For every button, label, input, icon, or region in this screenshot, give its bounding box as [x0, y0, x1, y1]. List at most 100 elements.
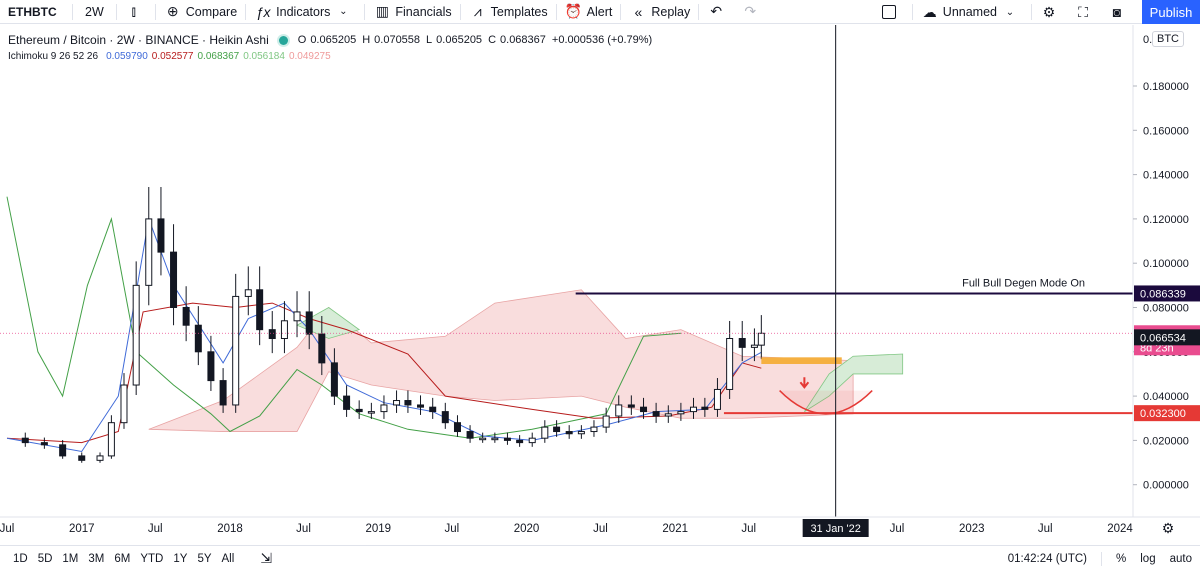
candle-body: [194, 324, 202, 353]
divider: [154, 3, 156, 20]
annotations: Full Bull Degen Mode On: [0, 25, 1133, 517]
interval-button[interactable]: 2W: [85, 4, 104, 19]
settings-button[interactable]: ⚙: [1034, 0, 1068, 24]
range-button-3m[interactable]: 3M: [88, 552, 105, 565]
price-chart[interactable]: Full Bull Degen Mode On 0.000000 0.020000…: [0, 25, 1200, 545]
time-tick-label: Jul: [1038, 523, 1053, 535]
candle-body: [40, 442, 48, 446]
range-button-5y[interactable]: 5Y: [197, 552, 212, 565]
range-button-1m[interactable]: 1M: [62, 552, 79, 565]
price-label-text: 0.066534: [1140, 332, 1186, 344]
plus-circle-icon: ⊕: [166, 3, 179, 19]
candle-body: [627, 404, 635, 408]
financials-label: Financials: [395, 4, 452, 19]
indicators-button[interactable]: ƒx Indicators ⌄: [248, 0, 362, 24]
time-tick-label: Jul: [741, 523, 756, 535]
ichimoku-tenkan-value: 0.059790: [106, 51, 148, 62]
candle-body: [207, 351, 215, 382]
financials-button[interactable]: ▥ Financials: [367, 0, 457, 24]
gear-icon: ⚙: [1162, 520, 1175, 536]
replay-button[interactable]: « Replay: [623, 0, 696, 24]
date-range-icon[interactable]: ⇲: [260, 550, 273, 566]
symbol-search[interactable]: ETHBTC: [8, 4, 57, 19]
candle-body: [466, 431, 474, 439]
chart-legend: Ethereum / Bitcoin · 2W · BINANCE · Heik…: [8, 33, 652, 47]
candle-body: [652, 411, 660, 417]
range-button-1y[interactable]: 1Y: [173, 552, 188, 565]
log-toggle[interactable]: log: [1140, 553, 1156, 565]
chevron-down-icon: ⌄: [1005, 6, 1015, 18]
candle-body: [541, 426, 549, 439]
chart-type-button[interactable]: ⫾: [119, 0, 153, 24]
divider: [911, 4, 913, 20]
candle-body: [380, 404, 388, 413]
candle-body: [170, 251, 178, 308]
percent-toggle[interactable]: %: [1116, 553, 1127, 565]
right-tools: ☁ Unnamed ⌄ ⚙ ⛶ ◙: [881, 0, 1136, 24]
divider: [364, 3, 366, 20]
candle-body: [367, 411, 375, 414]
gear-icon: ⚙: [1042, 3, 1056, 20]
top-toolbar: ETHBTC 2W ⫾ ⊕ Compare ƒx Indicators ⌄ ▥ Fina…: [0, 0, 1200, 24]
price-tick-label: 0.160000: [1143, 125, 1189, 137]
fullscreen-square-icon[interactable]: [881, 5, 896, 19]
candle-body: [330, 362, 338, 397]
replay-label: Replay: [651, 4, 691, 19]
time-tick-label: Jul: [593, 523, 608, 535]
function-icon: ƒx: [255, 3, 271, 20]
range-button-5d[interactable]: 5D: [37, 552, 53, 565]
candle-body: [318, 333, 326, 364]
fullscreen-icon: ⛶: [1078, 3, 1088, 20]
ichimoku-label[interactable]: Ichimoku 9 26 52 26: [8, 51, 99, 62]
divider: [1031, 4, 1032, 20]
currency-badge[interactable]: BTC: [1152, 31, 1184, 47]
divider: [459, 3, 461, 20]
candle-body: [120, 384, 128, 424]
ichimoku-span-a-value: 0.056184: [243, 51, 285, 62]
candle-body: [429, 406, 437, 413]
price-tick-label: 0.120000: [1143, 214, 1189, 226]
divider: [1101, 552, 1103, 566]
rewind-icon: «: [634, 3, 643, 20]
fullscreen-button[interactable]: ⛶: [1068, 0, 1102, 24]
price-label-badge: [1134, 285, 1200, 302]
candle-body: [590, 426, 598, 433]
ohlc-low: 0.065205: [436, 34, 483, 46]
range-button-ytd[interactable]: YTD: [140, 552, 164, 565]
candles-icon: ⫾: [131, 3, 136, 19]
range-button-6m[interactable]: 6M: [114, 552, 131, 565]
layout-name-button[interactable]: ☁ Unnamed ⌄: [915, 0, 1029, 24]
ohlc-open: 0.065205: [310, 34, 357, 46]
arrow-down-icon: [799, 377, 810, 389]
candle-body: [157, 218, 165, 253]
price-tick-label: 0.040000: [1143, 391, 1189, 403]
time-tick-label: Jul: [0, 523, 14, 535]
candle-body: [355, 408, 363, 413]
auto-toggle[interactable]: auto: [1169, 553, 1192, 565]
price-tick-label: 0.020000: [1143, 435, 1189, 447]
undo-button[interactable]: ↶: [701, 0, 735, 24]
candle-body: [750, 344, 758, 348]
candle-body: [553, 426, 561, 433]
range-button-1d[interactable]: 1D: [13, 552, 28, 565]
chart-title[interactable]: Ethereum / Bitcoin · 2W · BINANCE · Heik…: [8, 33, 269, 47]
publish-button[interactable]: Publish: [1142, 0, 1200, 24]
alert-button[interactable]: ⏰ Alert: [559, 0, 619, 24]
templates-button[interactable]: ⩘ Templates: [463, 0, 554, 24]
target-zone: [761, 357, 842, 364]
range-button-all[interactable]: All: [221, 552, 235, 565]
time-tick-label: 2019: [365, 523, 391, 535]
candle-body: [293, 311, 301, 322]
cloud-icon: ☁: [922, 3, 937, 20]
candle-body: [615, 404, 623, 417]
candle-body: [78, 455, 86, 461]
price-tick-label: 0.140000: [1143, 170, 1189, 182]
snapshot-button[interactable]: ◙: [1102, 0, 1136, 24]
clock-time[interactable]: 01:42:24 (UTC): [1007, 553, 1088, 565]
candle-body: [577, 431, 585, 435]
redo-button[interactable]: ↷: [735, 0, 769, 24]
compare-button[interactable]: ⊕ Compare: [158, 0, 243, 24]
camera-icon: ◙: [1112, 4, 1122, 20]
divider: [245, 3, 247, 20]
time-tick-label: 2023: [959, 523, 985, 535]
